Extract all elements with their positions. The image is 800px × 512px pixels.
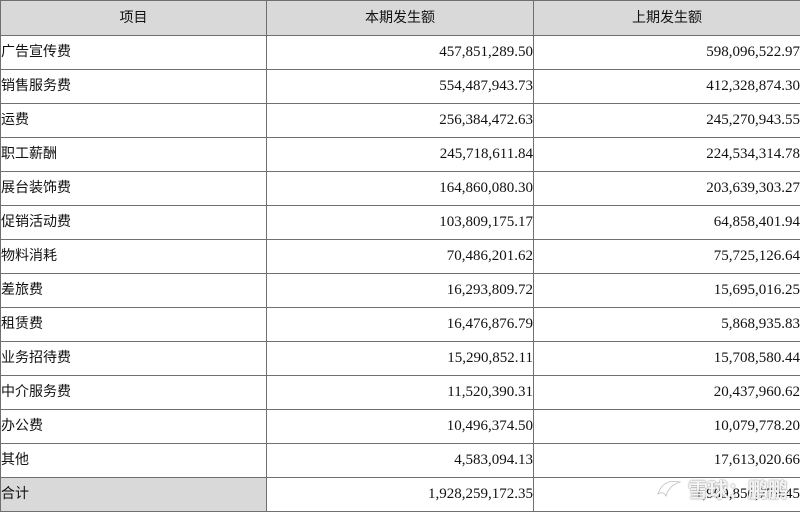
table-row: 业务招待费 15,290,852.11 15,708,580.44	[1, 342, 800, 376]
row-current-value: 554,487,943.73	[267, 70, 534, 104]
row-previous-value: 15,708,580.44	[534, 342, 800, 376]
row-previous-value: 412,328,874.30	[534, 70, 800, 104]
table-row: 促销活动费 103,809,175.17 64,858,401.94	[1, 206, 800, 240]
row-previous-value: 15,695,016.25	[534, 274, 800, 308]
row-current-value: 164,860,080.30	[267, 172, 534, 206]
table-row: 租赁费 16,476,876.79 5,868,935.83	[1, 308, 800, 342]
table-row: 运费 256,384,472.63 245,270,943.55	[1, 104, 800, 138]
row-label: 销售服务费	[1, 70, 267, 104]
row-previous-value: 17,613,020.66	[534, 444, 800, 478]
total-row: 合计 1,928,259,172.35 1,909,856,779.45	[1, 478, 800, 512]
row-current-value: 16,476,876.79	[267, 308, 534, 342]
row-previous-value: 20,437,960.62	[534, 376, 800, 410]
row-label: 展台装饰费	[1, 172, 267, 206]
table-row: 其他 4,583,094.13 17,613,020.66	[1, 444, 800, 478]
row-current-value: 256,384,472.63	[267, 104, 534, 138]
row-label: 广告宣传费	[1, 36, 267, 70]
row-previous-value: 598,096,522.97	[534, 36, 800, 70]
row-current-value: 10,496,374.50	[267, 410, 534, 444]
header-current-period: 本期发生额	[267, 1, 534, 36]
row-label: 促销活动费	[1, 206, 267, 240]
row-previous-value: 203,639,303.27	[534, 172, 800, 206]
row-label: 职工薪酬	[1, 138, 267, 172]
row-previous-value: 224,534,314.78	[534, 138, 800, 172]
total-current-value: 1,928,259,172.35	[267, 478, 534, 512]
row-previous-value: 245,270,943.55	[534, 104, 800, 138]
total-label: 合计	[1, 478, 267, 512]
total-previous-value: 1,909,856,779.45	[534, 478, 800, 512]
table-row: 物料消耗 70,486,201.62 75,725,126.64	[1, 240, 800, 274]
row-current-value: 70,486,201.62	[267, 240, 534, 274]
row-current-value: 16,293,809.72	[267, 274, 534, 308]
row-label: 业务招待费	[1, 342, 267, 376]
row-current-value: 15,290,852.11	[267, 342, 534, 376]
row-previous-value: 5,868,935.83	[534, 308, 800, 342]
row-label: 运费	[1, 104, 267, 138]
row-current-value: 4,583,094.13	[267, 444, 534, 478]
row-previous-value: 10,079,778.20	[534, 410, 800, 444]
row-current-value: 457,851,289.50	[267, 36, 534, 70]
table-row: 中介服务费 11,520,390.31 20,437,960.62	[1, 376, 800, 410]
row-label: 物料消耗	[1, 240, 267, 274]
header-row: 项目 本期发生额 上期发生额	[1, 1, 800, 36]
table-row: 差旅费 16,293,809.72 15,695,016.25	[1, 274, 800, 308]
row-current-value: 245,718,611.84	[267, 138, 534, 172]
row-previous-value: 64,858,401.94	[534, 206, 800, 240]
header-item: 项目	[1, 1, 267, 36]
table-row: 展台装饰费 164,860,080.30 203,639,303.27	[1, 172, 800, 206]
row-label: 差旅费	[1, 274, 267, 308]
header-previous-period: 上期发生额	[534, 1, 800, 36]
row-previous-value: 75,725,126.64	[534, 240, 800, 274]
row-current-value: 103,809,175.17	[267, 206, 534, 240]
row-current-value: 11,520,390.31	[267, 376, 534, 410]
table-row: 职工薪酬 245,718,611.84 224,534,314.78	[1, 138, 800, 172]
row-label: 中介服务费	[1, 376, 267, 410]
table-row: 广告宣传费 457,851,289.50 598,096,522.97	[1, 36, 800, 70]
table-row: 销售服务费 554,487,943.73 412,328,874.30	[1, 70, 800, 104]
row-label: 其他	[1, 444, 267, 478]
row-label: 办公费	[1, 410, 267, 444]
table-row: 办公费 10,496,374.50 10,079,778.20	[1, 410, 800, 444]
row-label: 租赁费	[1, 308, 267, 342]
